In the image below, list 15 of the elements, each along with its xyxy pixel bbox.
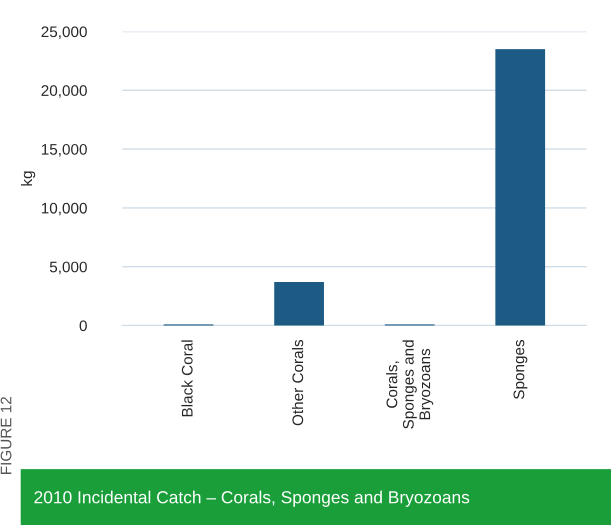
y-tick-label: 0 bbox=[80, 320, 87, 332]
caption: FIGURE 12 bbox=[0, 397, 12, 474]
y-tick-label: 10,000 bbox=[42, 202, 87, 216]
text: 2010 Incidental Catch – Corals, Sponges and Bryozoans bbox=[34, 490, 470, 507]
x-tick-label: Corals, Sponges and Bryozoans bbox=[386, 340, 434, 429]
y-axis-title: kg bbox=[20, 171, 36, 186]
y-tick-label: 5,000 bbox=[50, 262, 87, 274]
x-tick-label: Sponges bbox=[514, 340, 528, 400]
x-tick-label: Other Corals bbox=[292, 340, 304, 426]
y-tick-label: 25,000 bbox=[42, 26, 87, 39]
bar bbox=[274, 282, 324, 326]
bar bbox=[495, 49, 546, 326]
y-tick-label: 15,000 bbox=[42, 144, 87, 157]
x-tick-label: Black Coral bbox=[181, 340, 193, 416]
y-tick-label: 20,000 bbox=[42, 85, 87, 98]
